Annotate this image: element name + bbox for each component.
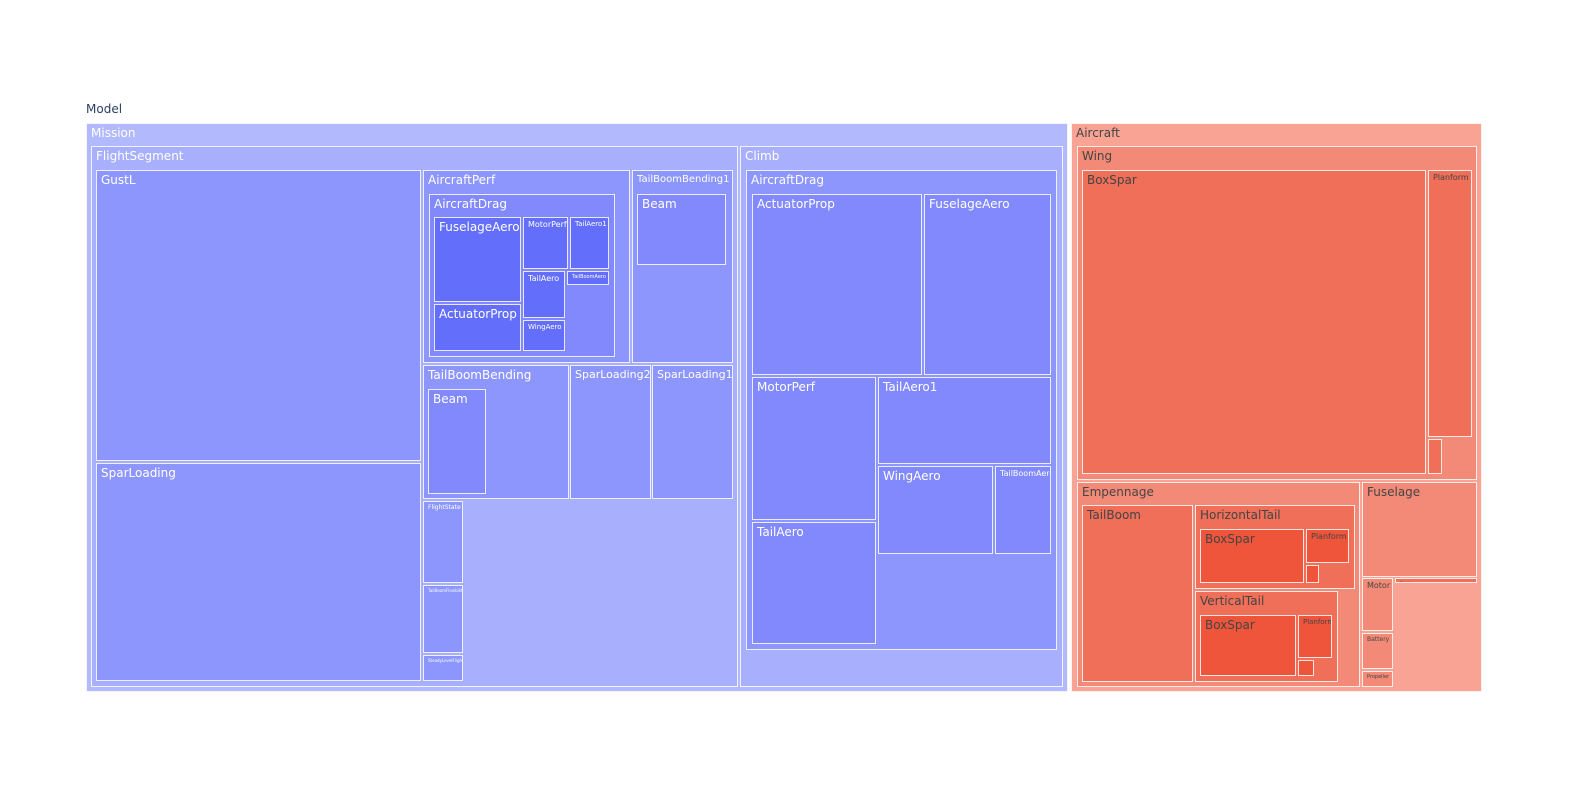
treemap-node[interactable]: TailBoomAero [567, 271, 609, 285]
treemap-node-label: BoxSpar [1205, 532, 1255, 546]
treemap-node[interactable]: SteadyLevelFlight [423, 655, 463, 681]
treemap-node-label: FuselageAero [929, 197, 1010, 211]
treemap-node-label: WingAero [883, 469, 941, 483]
treemap-node-label: Climb [745, 149, 780, 163]
treemap-node-label: TailBoomAero [572, 274, 606, 280]
treemap-node[interactable]: Fuselage [1362, 482, 1477, 577]
treemap-node[interactable]: GustL [96, 170, 421, 461]
treemap-node[interactable]: FuselageAero [924, 194, 1051, 375]
treemap-node-label: SteadyLevelFlight [428, 658, 463, 663]
treemap-node-label: TailBoom [1087, 508, 1141, 522]
treemap-node-label: TailBoomBending1 [637, 174, 730, 185]
treemap-node[interactable] [1428, 439, 1442, 474]
treemap-node-label: BoxSpar [1087, 173, 1137, 187]
treemap-node-label: Mission [91, 126, 136, 140]
treemap-node[interactable]: BoxSpar [1200, 529, 1304, 583]
treemap-node[interactable]: TailAero [523, 271, 565, 318]
treemap-node-label: Motor [1367, 581, 1391, 590]
treemap-node[interactable]: BoxSpar [1082, 170, 1426, 474]
treemap-node-label: SparLoading [101, 466, 176, 480]
treemap-node-label: BoxSpar [1205, 618, 1255, 632]
treemap-node[interactable]: MotorPerf [523, 217, 568, 269]
treemap-node[interactable]: TailBoom [1082, 505, 1193, 682]
treemap-node-label: ActuatorProp [757, 197, 835, 211]
treemap-node[interactable]: Propeller [1362, 671, 1393, 687]
treemap-node-label: FlightState [428, 504, 461, 511]
treemap-node[interactable]: TailBoomFlexibility [423, 585, 463, 653]
treemap-node-label: Beam [433, 392, 468, 406]
treemap-node-label: SparLoading2 [575, 368, 651, 381]
treemap-node-label: FlightSegment [96, 149, 184, 163]
treemap-node-label: TailBoomAero [1000, 469, 1051, 478]
treemap-node-label: TailAero [757, 525, 804, 539]
treemap-node-label: ActuatorProp [439, 307, 517, 321]
treemap-node-label: AircraftPerf [428, 173, 496, 187]
treemap-node-label: Propeller [1367, 674, 1390, 680]
treemap-node[interactable]: Battery [1362, 633, 1393, 669]
treemap-node-label: Battery [1367, 636, 1390, 643]
treemap-node-label: TailAero1 [575, 220, 607, 228]
treemap-node[interactable]: TailAero1 [878, 377, 1051, 464]
treemap-node-label: TailBoomBending [428, 368, 532, 382]
treemap-node-label: Fuselage [1367, 485, 1421, 499]
treemap-node-label: TailBoomFlexibility [428, 588, 463, 593]
treemap-node-label: HorizontalTail [1200, 508, 1281, 522]
treemap-node[interactable]: MotorPerf [752, 377, 876, 520]
treemap-node[interactable]: TailAero1 [570, 217, 609, 269]
treemap-node[interactable]: SparLoading [96, 463, 421, 681]
treemap-node-label: WingAero [528, 323, 562, 331]
treemap-node[interactable]: ActuatorProp [752, 194, 922, 375]
treemap-node[interactable]: ActuatorProp [434, 304, 521, 351]
treemap-node[interactable]: BoxSpar [1200, 615, 1296, 676]
treemap-root-label: Model [86, 102, 123, 116]
treemap-node[interactable]: Planform [1395, 578, 1477, 583]
treemap-node[interactable]: FlightState [423, 501, 463, 583]
treemap-node[interactable] [1306, 565, 1319, 583]
treemap-node-label: Wing [1082, 149, 1113, 163]
treemap-node-label: Planform [1433, 173, 1469, 182]
treemap-node[interactable]: WingAero [523, 320, 565, 351]
treemap-node[interactable]: WingAero [878, 466, 993, 554]
treemap-node-label: AircraftDrag [434, 197, 507, 211]
treemap-node-label: Planform [1400, 581, 1418, 582]
treemap-node[interactable]: SparLoading1 [652, 365, 733, 499]
treemap-node-label: GustL [101, 173, 136, 187]
treemap-node-label: MotorPerf [528, 220, 567, 229]
treemap-node[interactable]: FuselageAero [434, 217, 521, 302]
treemap-node[interactable] [1298, 660, 1314, 676]
treemap-node[interactable]: Planform [1306, 529, 1349, 563]
treemap-node[interactable]: TailBoomAero [995, 466, 1051, 554]
treemap-node-label: AircraftDrag [751, 173, 824, 187]
treemap-node[interactable]: Planform [1428, 170, 1472, 437]
treemap-node-label: TailAero1 [883, 380, 938, 394]
treemap-node-label: Planform [1303, 618, 1332, 626]
treemap-node-label: Beam [642, 197, 677, 211]
treemap-node-label: FuselageAero [439, 220, 520, 234]
treemap-node-label: MotorPerf [757, 380, 816, 394]
treemap-node-label: SparLoading1 [657, 368, 733, 381]
treemap-node[interactable]: Beam [428, 389, 486, 494]
treemap-node[interactable]: SparLoading2 [570, 365, 651, 499]
treemap-node-label: TailAero [528, 274, 560, 283]
treemap-node[interactable]: Motor [1362, 578, 1393, 631]
treemap-node-label: Planform [1311, 532, 1347, 541]
treemap-node-label: VerticalTail [1200, 594, 1265, 608]
treemap-node[interactable]: Beam [637, 194, 726, 265]
treemap-node-label: Aircraft [1076, 126, 1120, 140]
treemap-node[interactable]: Planform [1298, 615, 1332, 658]
treemap-node-label: Empennage [1082, 485, 1154, 499]
treemap-node[interactable]: TailAero [752, 522, 876, 644]
